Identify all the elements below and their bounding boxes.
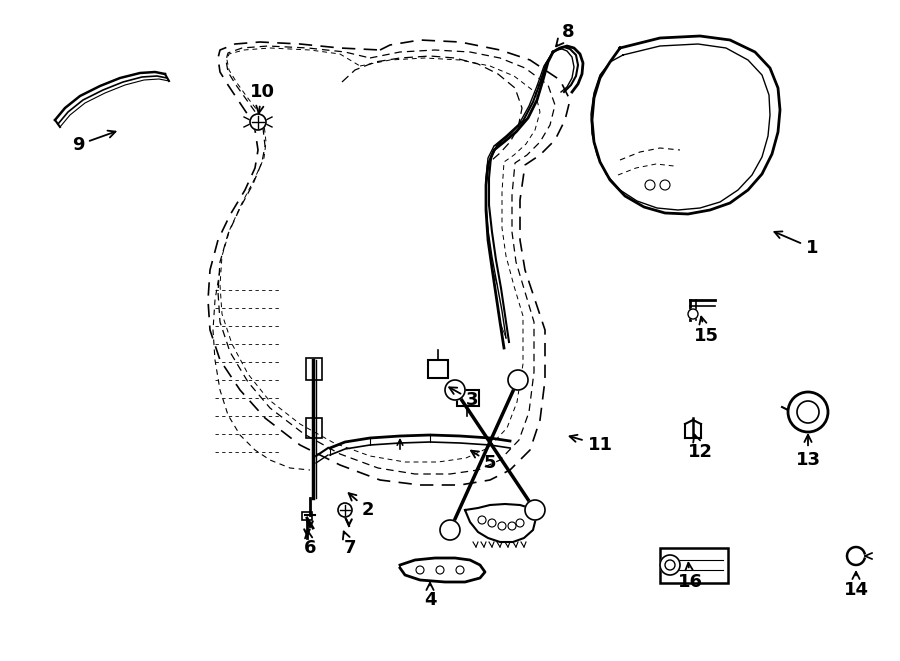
Circle shape bbox=[645, 180, 655, 190]
Circle shape bbox=[478, 516, 486, 524]
Circle shape bbox=[665, 560, 675, 570]
Text: 14: 14 bbox=[843, 572, 868, 599]
Circle shape bbox=[525, 500, 545, 520]
Bar bbox=[306, 418, 322, 438]
Circle shape bbox=[688, 309, 698, 319]
Circle shape bbox=[250, 114, 266, 130]
Text: 3: 3 bbox=[449, 387, 478, 409]
Circle shape bbox=[488, 519, 496, 527]
Circle shape bbox=[440, 520, 460, 540]
Text: 6: 6 bbox=[304, 531, 316, 557]
Text: 10: 10 bbox=[249, 83, 274, 113]
Circle shape bbox=[456, 566, 464, 574]
Text: 11: 11 bbox=[570, 435, 613, 454]
Text: 15: 15 bbox=[694, 317, 718, 345]
Circle shape bbox=[508, 370, 528, 390]
Text: 13: 13 bbox=[796, 435, 821, 469]
Circle shape bbox=[660, 180, 670, 190]
Text: 5: 5 bbox=[471, 451, 496, 472]
Circle shape bbox=[797, 401, 819, 423]
Text: 7: 7 bbox=[343, 531, 356, 557]
Circle shape bbox=[436, 566, 444, 574]
Circle shape bbox=[516, 519, 524, 527]
Circle shape bbox=[660, 555, 680, 575]
Circle shape bbox=[416, 566, 424, 574]
Text: 9: 9 bbox=[72, 131, 115, 154]
Circle shape bbox=[498, 522, 506, 530]
Text: 8: 8 bbox=[556, 23, 574, 46]
Circle shape bbox=[338, 503, 352, 517]
Text: 2: 2 bbox=[348, 493, 374, 519]
Text: 16: 16 bbox=[678, 563, 703, 591]
Circle shape bbox=[788, 392, 828, 432]
Text: 12: 12 bbox=[688, 434, 713, 461]
Circle shape bbox=[445, 380, 465, 400]
Text: 1: 1 bbox=[774, 231, 818, 257]
Text: 4: 4 bbox=[424, 583, 436, 609]
Circle shape bbox=[508, 522, 516, 530]
Bar bbox=[306, 358, 322, 380]
Bar bbox=[302, 512, 312, 520]
